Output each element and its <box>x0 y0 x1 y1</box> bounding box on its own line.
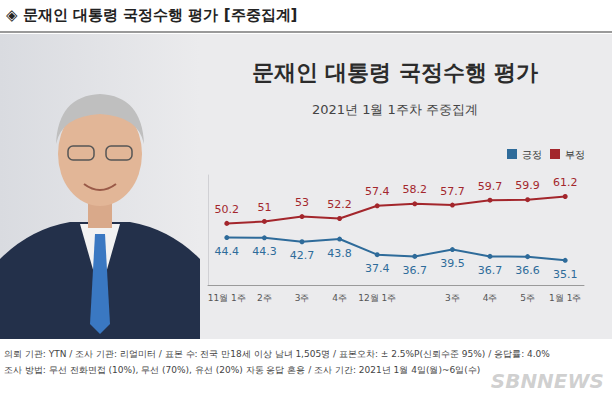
svg-text:52.2: 52.2 <box>327 198 352 211</box>
svg-text:61.2: 61.2 <box>553 176 578 189</box>
svg-text:42.7: 42.7 <box>290 249 315 262</box>
svg-text:5주: 5주 <box>520 293 535 303</box>
svg-text:1월 1주: 1월 1주 <box>549 293 581 303</box>
svg-text:36.7: 36.7 <box>403 264 428 277</box>
svg-text:2주: 2주 <box>257 293 272 303</box>
svg-text:문재인 대통령 국정수행 평가: 문재인 대통령 국정수행 평가 <box>252 60 539 85</box>
svg-text:36.6: 36.6 <box>515 264 540 277</box>
svg-text:57.7: 57.7 <box>440 185 465 198</box>
svg-text:긍정: 긍정 <box>522 149 542 160</box>
svg-text:51: 51 <box>257 201 271 214</box>
html-text:조사 방법: 무선 전화면접 (10%), 무선 (70%): 조사 방법: 무선 전화면접 (10%), 무선 (70%), 유선 (20%)… <box>4 365 481 375</box>
svg-text:3주: 3주 <box>295 293 310 303</box>
html-text:의뢰 기관: YTN / 조사 기관: 리얼미터 / 표본: 의뢰 기관: YTN / 조사 기관: 리얼미터 / 표본 수: 전국 만18세… <box>4 349 550 359</box>
html-text:◈ 문재인 대통령 국정수행 평가 [주중집계]: ◈ 문재인 대통령 국정수행 평가 [주중집계] <box>6 6 298 24</box>
svg-text:53: 53 <box>295 196 309 209</box>
svg-text:11월 1주: 11월 1주 <box>208 293 246 303</box>
html-text:SBNNEWS: SBNNEWS <box>490 369 604 393</box>
svg-text:43.8: 43.8 <box>327 247 352 260</box>
svg-text:35.1: 35.1 <box>553 268 578 281</box>
svg-text:59.9: 59.9 <box>515 179 540 192</box>
svg-text:59.7: 59.7 <box>478 180 503 193</box>
svg-text:44.4: 44.4 <box>215 245 240 258</box>
svg-text:2021년 1월 1주차 주중집계: 2021년 1월 1주차 주중집계 <box>312 102 478 117</box>
svg-text:57.4: 57.4 <box>365 185 390 198</box>
svg-text:부정: 부정 <box>565 149 585 160</box>
svg-text:12월 1주: 12월 1주 <box>358 293 396 303</box>
svg-text:4주: 4주 <box>332 293 347 303</box>
svg-text:3주: 3주 <box>445 293 460 303</box>
svg-text:39.5: 39.5 <box>440 257 465 270</box>
svg-text:50.2: 50.2 <box>215 203 240 216</box>
svg-text:58.2: 58.2 <box>403 183 428 196</box>
svg-text:36.7: 36.7 <box>478 264 503 277</box>
svg-text:44.3: 44.3 <box>252 245 277 258</box>
svg-text:4주: 4주 <box>483 293 498 303</box>
svg-text:37.4: 37.4 <box>365 262 390 275</box>
